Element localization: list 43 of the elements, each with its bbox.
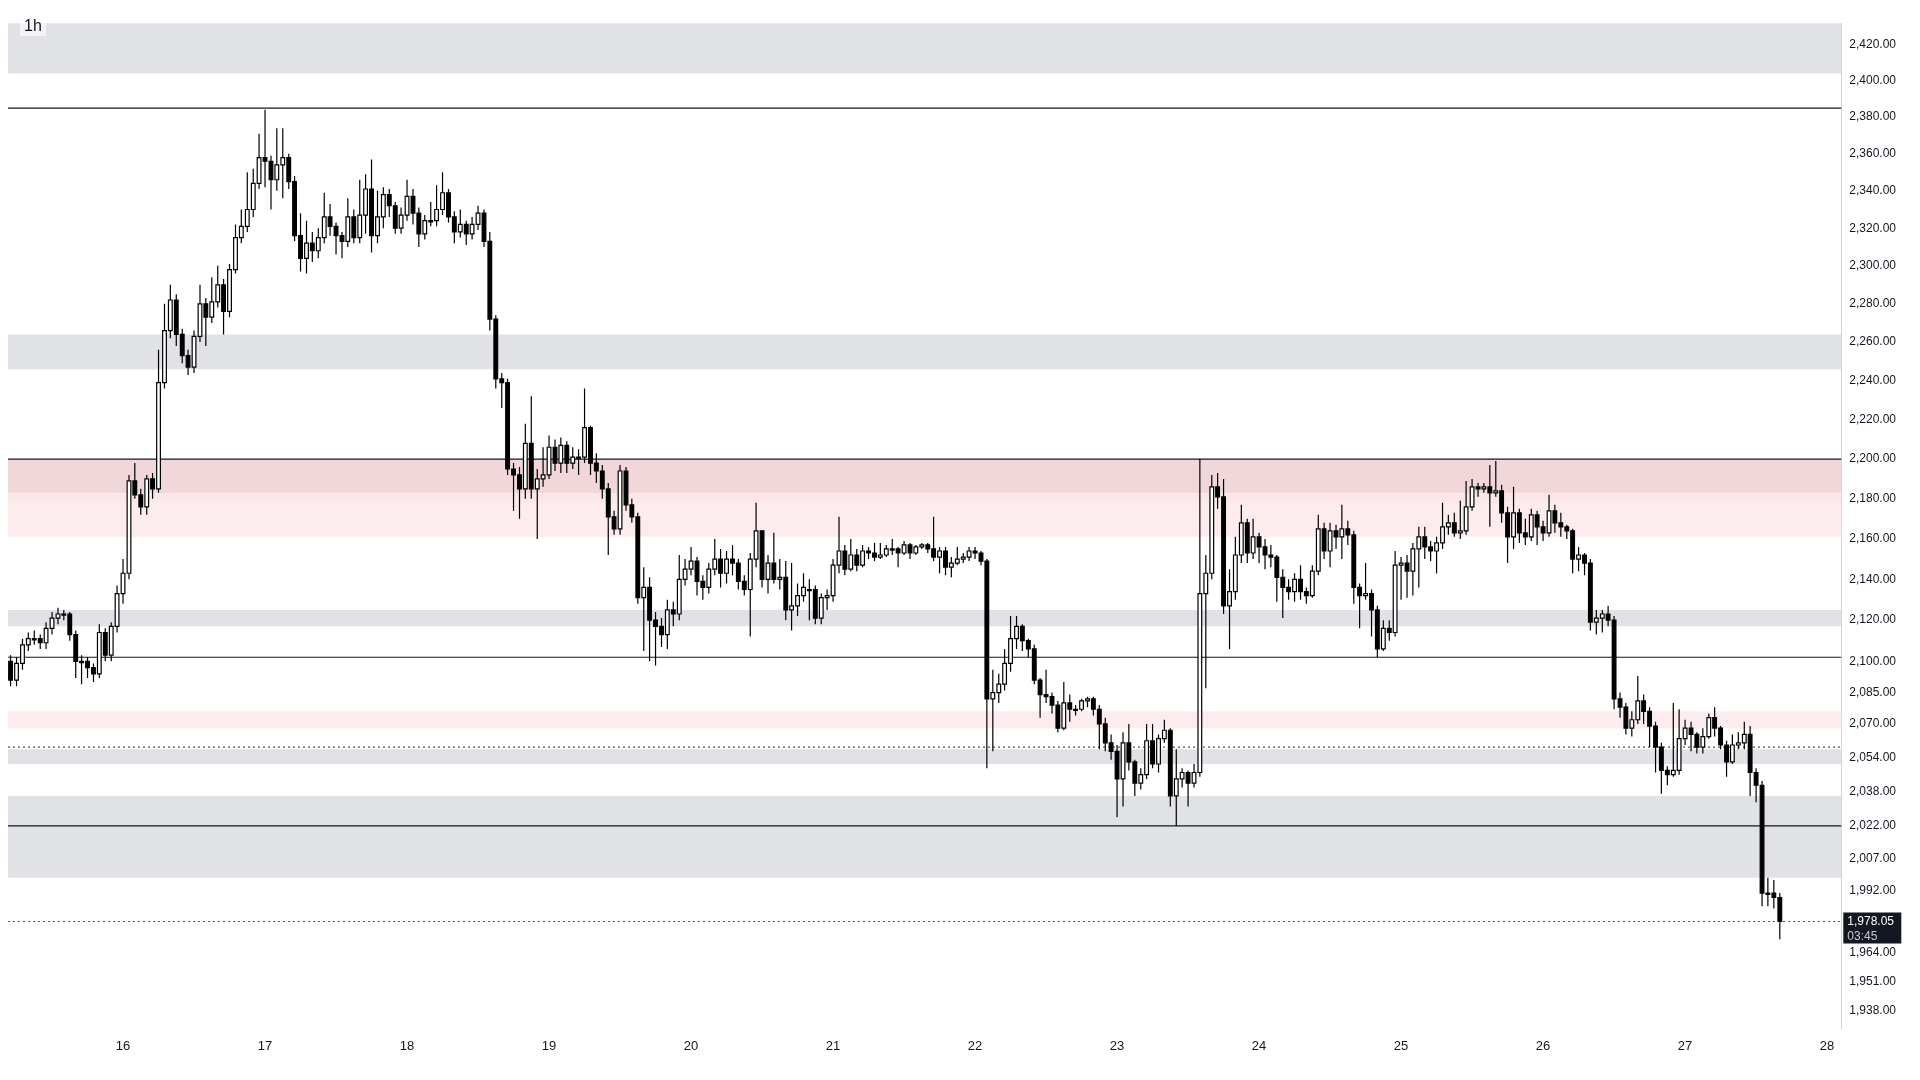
- y-tick-label: 2,070.00: [1849, 716, 1897, 731]
- y-tick-label: 2,340.00: [1849, 183, 1897, 198]
- y-tick-label: 2,085.00: [1849, 684, 1897, 699]
- x-tick-label: 17: [257, 1037, 273, 1053]
- x-tick-label: 26: [1535, 1037, 1551, 1053]
- y-tick-label: 2,100.00: [1849, 653, 1897, 668]
- y-tick-label: 1,938.00: [1849, 1002, 1897, 1017]
- y-tick-label: 2,280.00: [1849, 296, 1897, 311]
- x-tick-label: 24: [1251, 1037, 1267, 1053]
- y-tick-label: 2,420.00: [1849, 37, 1897, 52]
- x-tick-label: 25: [1393, 1037, 1409, 1053]
- y-tick-label: 2,260.00: [1849, 334, 1897, 349]
- y-tick-label: 2,038.00: [1849, 783, 1897, 798]
- y-tick-label: 2,380.00: [1849, 109, 1897, 124]
- y-tick-label: 2,022.00: [1849, 818, 1897, 833]
- y-tick-label: 2,200.00: [1849, 451, 1897, 466]
- chart-title: 1h: [20, 16, 46, 36]
- y-tick-label: 2,160.00: [1849, 531, 1897, 546]
- y-tick-label: 2,300.00: [1849, 258, 1897, 273]
- y-tick-label: 1,951.00: [1849, 973, 1897, 988]
- y-tick-label: 2,054.00: [1849, 749, 1897, 764]
- y-tick-label: 1,992.00: [1849, 883, 1897, 898]
- x-tick-label: 28: [1819, 1037, 1835, 1053]
- y-tick-label: 2,360.00: [1849, 146, 1897, 161]
- x-tick-label: 19: [541, 1037, 557, 1053]
- x-tick-label: 20: [683, 1037, 699, 1053]
- x-tick-label: 18: [399, 1037, 415, 1053]
- y-tick-label: 2,400.00: [1849, 73, 1897, 88]
- y-tick-label: 2,320.00: [1849, 220, 1897, 235]
- x-tick-label: 16: [115, 1037, 131, 1053]
- y-tick-label: 2,180.00: [1849, 491, 1897, 506]
- y-tick-label: 2,007.00: [1849, 850, 1897, 865]
- x-tick-label: 22: [967, 1037, 983, 1053]
- y-tick-label: 2,220.00: [1849, 412, 1897, 427]
- y-tick-label: 2,140.00: [1849, 571, 1897, 586]
- x-tick-label: 27: [1677, 1037, 1693, 1053]
- y-tick-label: 1,964.00: [1849, 944, 1897, 959]
- y-tick-label: 2,240.00: [1849, 373, 1897, 388]
- y-tick-label: 2,120.00: [1849, 612, 1897, 627]
- ref-line-label: 1,978.05: [1847, 913, 1895, 928]
- text: 03:45: [1847, 928, 1878, 943]
- x-tick-label: 23: [1109, 1037, 1125, 1053]
- x-tick-label: 21: [825, 1037, 841, 1053]
